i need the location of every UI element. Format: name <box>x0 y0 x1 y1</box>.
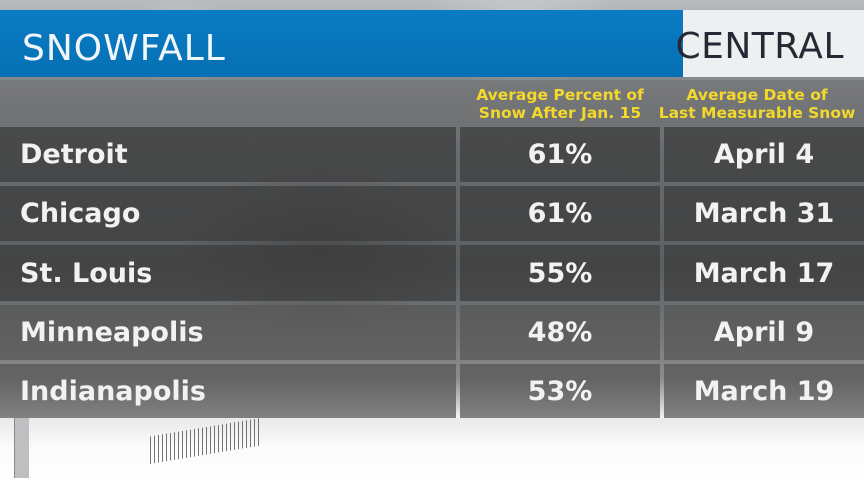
table-row: St. Louis 55% March 17 <box>0 245 864 301</box>
percent-cell: 55% <box>460 245 660 301</box>
column-header-percent-line1: Average Percent of <box>476 86 644 104</box>
title-bar: SNOWFALL <box>0 10 683 77</box>
date-cell: March 19 <box>664 364 864 418</box>
column-header-date-line2: Last Measurable Snow <box>658 104 856 122</box>
percent-cell: 48% <box>460 305 660 360</box>
table-row: Indianapolis 53% March 19 <box>0 364 864 418</box>
column-header-date: Average Date of Last Measurable Snow <box>650 86 864 122</box>
city-cell: St. Louis <box>0 245 456 301</box>
date-cell: March 17 <box>664 245 864 301</box>
post-graphic <box>14 418 29 478</box>
column-header-date-line1: Average Date of <box>686 86 828 104</box>
column-header-percent-line2: Snow After Jan. 15 <box>478 104 642 122</box>
city-cell: Indianapolis <box>0 364 456 418</box>
percent-cell: 53% <box>460 364 660 418</box>
date-cell: April 9 <box>664 305 864 360</box>
city-cell: Detroit <box>0 127 456 182</box>
page-title: SNOWFALL <box>22 28 226 69</box>
percent-cell: 61% <box>460 127 660 182</box>
table-row: Chicago 61% March 31 <box>0 186 864 241</box>
table-header-row <box>0 80 864 126</box>
snow-ground <box>0 418 864 486</box>
city-cell: Chicago <box>0 186 456 241</box>
region-box: CENTRAL <box>675 10 864 77</box>
date-cell: March 31 <box>664 186 864 241</box>
column-header-percent: Average Percent of Snow After Jan. 15 <box>462 86 658 122</box>
percent-cell: 61% <box>460 186 660 241</box>
date-cell: April 4 <box>664 127 864 182</box>
table-row: Minneapolis 48% April 9 <box>0 305 864 360</box>
table-row: Detroit 61% April 4 <box>0 127 864 182</box>
region-label: CENTRAL <box>675 26 844 67</box>
city-cell: Minneapolis <box>0 305 456 360</box>
